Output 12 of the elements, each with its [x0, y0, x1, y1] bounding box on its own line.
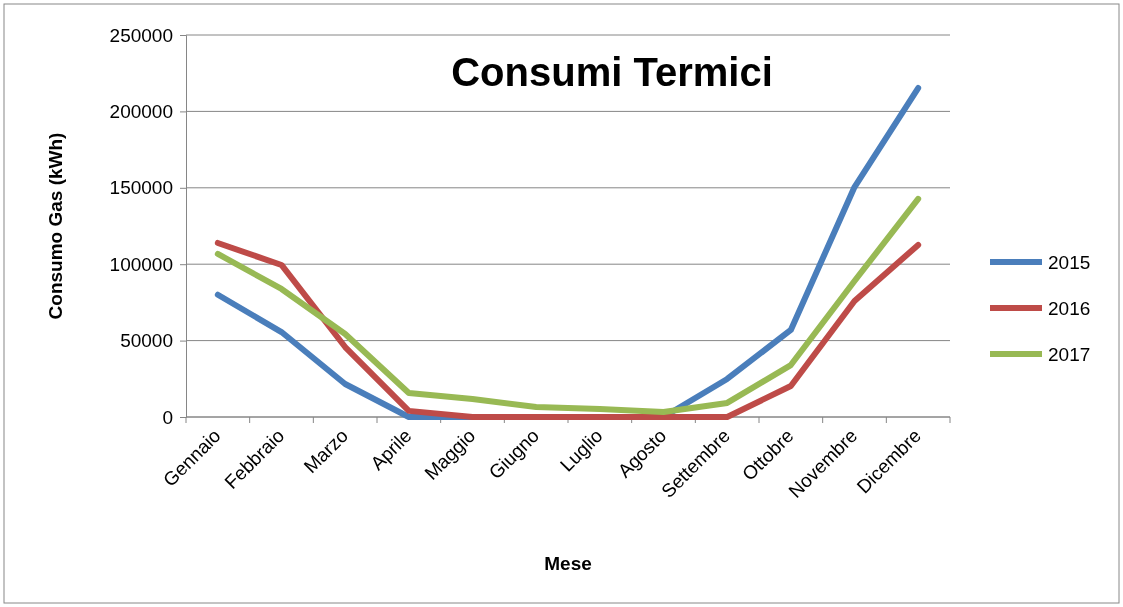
x-axis-title: Mese [544, 553, 592, 574]
legend-label: 2017 [1048, 343, 1091, 365]
y-tick-label: 250000 [109, 24, 173, 46]
legend-label: 2016 [1048, 297, 1091, 319]
y-axis-title: Consumo Gas (kWh) [45, 132, 66, 320]
y-tick-label: 50000 [120, 330, 173, 352]
y-tick-label: 200000 [109, 100, 173, 122]
chart-title: Consumi Termici [451, 50, 773, 94]
y-tick-label: 100000 [109, 253, 173, 275]
legend-label: 2015 [1048, 251, 1091, 273]
y-tick-label: 150000 [109, 177, 173, 199]
y-tick-label: 0 [162, 406, 173, 428]
